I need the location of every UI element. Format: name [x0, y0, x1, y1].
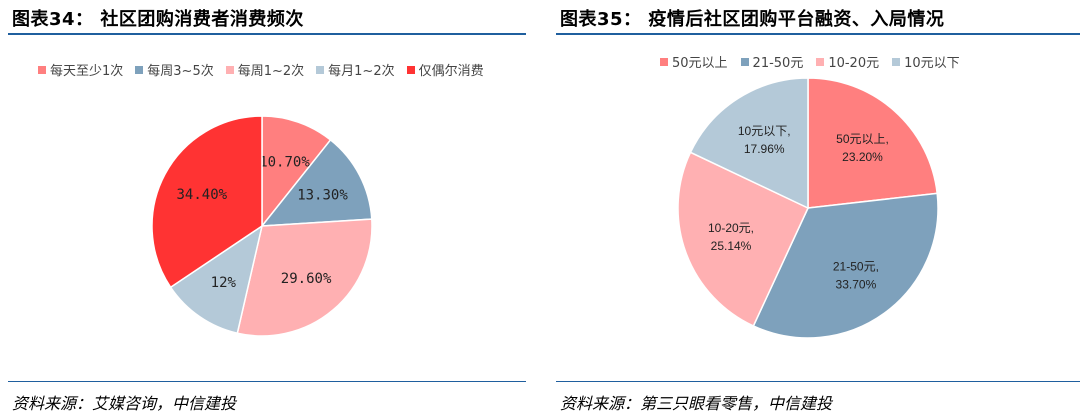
- legend-label: 10-20元: [828, 56, 880, 71]
- slice-label: 29.60%: [281, 271, 332, 287]
- legend-swatch: [892, 57, 901, 66]
- legend-item: 10-20元: [816, 52, 879, 71]
- legend-swatch: [316, 65, 325, 74]
- slice-label: 13.30%: [297, 188, 348, 204]
- slice-label-line: 10-20元,: [708, 221, 754, 235]
- slice-label-line: 34.40%: [177, 187, 228, 203]
- pie-slice: [151, 115, 263, 289]
- legend-swatch: [135, 65, 144, 74]
- legend-label: 每月1~2次: [328, 64, 395, 79]
- legend-swatch: [406, 65, 415, 74]
- slice-label-line: 13.30%: [297, 188, 348, 204]
- legend-label: 每天至少1次: [50, 64, 124, 79]
- pie-slice: [677, 151, 809, 327]
- pie-slice: [689, 77, 809, 210]
- slice-label-line: 25.14%: [711, 239, 752, 253]
- slice-label-line: 21-50元,: [833, 259, 879, 273]
- legend-item: 21-50元: [740, 52, 804, 71]
- legend-swatch: [225, 65, 234, 74]
- slice-label-line: 29.60%: [281, 271, 332, 287]
- legend-label: 每周3~5次: [147, 64, 214, 79]
- source-note: 资料来源：艾媒咨询，中信建投: [12, 394, 237, 413]
- pie-slice: [261, 115, 332, 229]
- chart-title: 图表35： 疫情后社区团购平台融资、入局情况: [560, 9, 945, 30]
- pie-slice: [169, 224, 264, 335]
- pie-slice: [807, 77, 939, 209]
- chart-panel-consumption-frequency: 图表34： 社区团购消费者消费频次 每天至少1次 每周3~5次 每周1~2次 每月1~…: [0, 0, 532, 420]
- slice-label-line: 17.96%: [744, 142, 785, 156]
- legend-label: 每周1~2次: [237, 64, 305, 79]
- title-divider: [556, 33, 1080, 35]
- pie-slice: [236, 218, 373, 337]
- legend-swatch: [740, 57, 749, 66]
- slice-label: 34.40%: [177, 187, 228, 203]
- legend-item: 仅偶尔消费: [406, 60, 484, 79]
- slice-label-line: 50元以上,: [836, 132, 889, 146]
- slice-label-line: 10元以下,: [738, 124, 791, 138]
- legend-swatch: [816, 57, 825, 66]
- chart-legend: 50元以上 21-50元 10-20元 10元以下: [660, 52, 960, 71]
- chart-legend: 每天至少1次 每周3~5次 每周1~2次 每月1~2次 仅偶尔消费: [38, 60, 484, 79]
- slice-label: 10元以下, 17.96%: [738, 124, 791, 156]
- legend-swatch: [660, 57, 668, 66]
- chart-title: 图表34： 社区团购消费者消费频次: [12, 9, 304, 30]
- slice-label: 12%: [211, 275, 237, 291]
- legend-item: 50元以上: [660, 52, 728, 71]
- slice-label: 10-20元, 25.14%: [708, 221, 754, 253]
- legend-item: 每周1~2次: [225, 60, 305, 79]
- source-note: 资料来源：第三只眼看零售，中信建投: [560, 394, 833, 413]
- slice-label-line: 23.20%: [842, 150, 883, 164]
- pie-chart-consumption-frequency: 10.70% 13.30% 29.60% 12% 34.40%: [151, 115, 373, 337]
- slice-label-line: 12%: [211, 275, 237, 291]
- legend-item: 10元以下: [892, 52, 960, 71]
- chart-panel-order-value: 图表35： 疫情后社区团购平台融资、入局情况 50元以上 21-50元 10-20元…: [548, 0, 1080, 420]
- slice-label-line: 10.70%: [259, 155, 310, 171]
- source-divider: [8, 381, 526, 382]
- title-divider: [8, 33, 526, 35]
- slice-label: 50元以上, 23.20%: [836, 132, 889, 164]
- legend-label: 10元以下: [904, 56, 960, 71]
- legend-label: 仅偶尔消费: [418, 64, 484, 79]
- pie-slice: [260, 138, 373, 227]
- legend-label: 21-50元: [752, 56, 804, 71]
- legend-label: 50元以上: [672, 56, 728, 71]
- pie-slice: [752, 192, 939, 339]
- legend-item: 每天至少1次: [38, 60, 123, 79]
- pie-chart-order-value: 50元以上, 23.20%21-50元, 33.70%10-20元, 25.14%10…: [677, 77, 939, 339]
- source-divider: [556, 381, 1080, 382]
- slice-label-line: 33.70%: [836, 277, 877, 291]
- slice-label: 21-50元, 33.70%: [833, 259, 879, 291]
- legend-item: 每周3~5次: [135, 60, 214, 79]
- legend-swatch: [38, 65, 46, 74]
- slice-label: 10.70%: [259, 155, 310, 171]
- legend-item: 每月1~2次: [316, 60, 395, 79]
